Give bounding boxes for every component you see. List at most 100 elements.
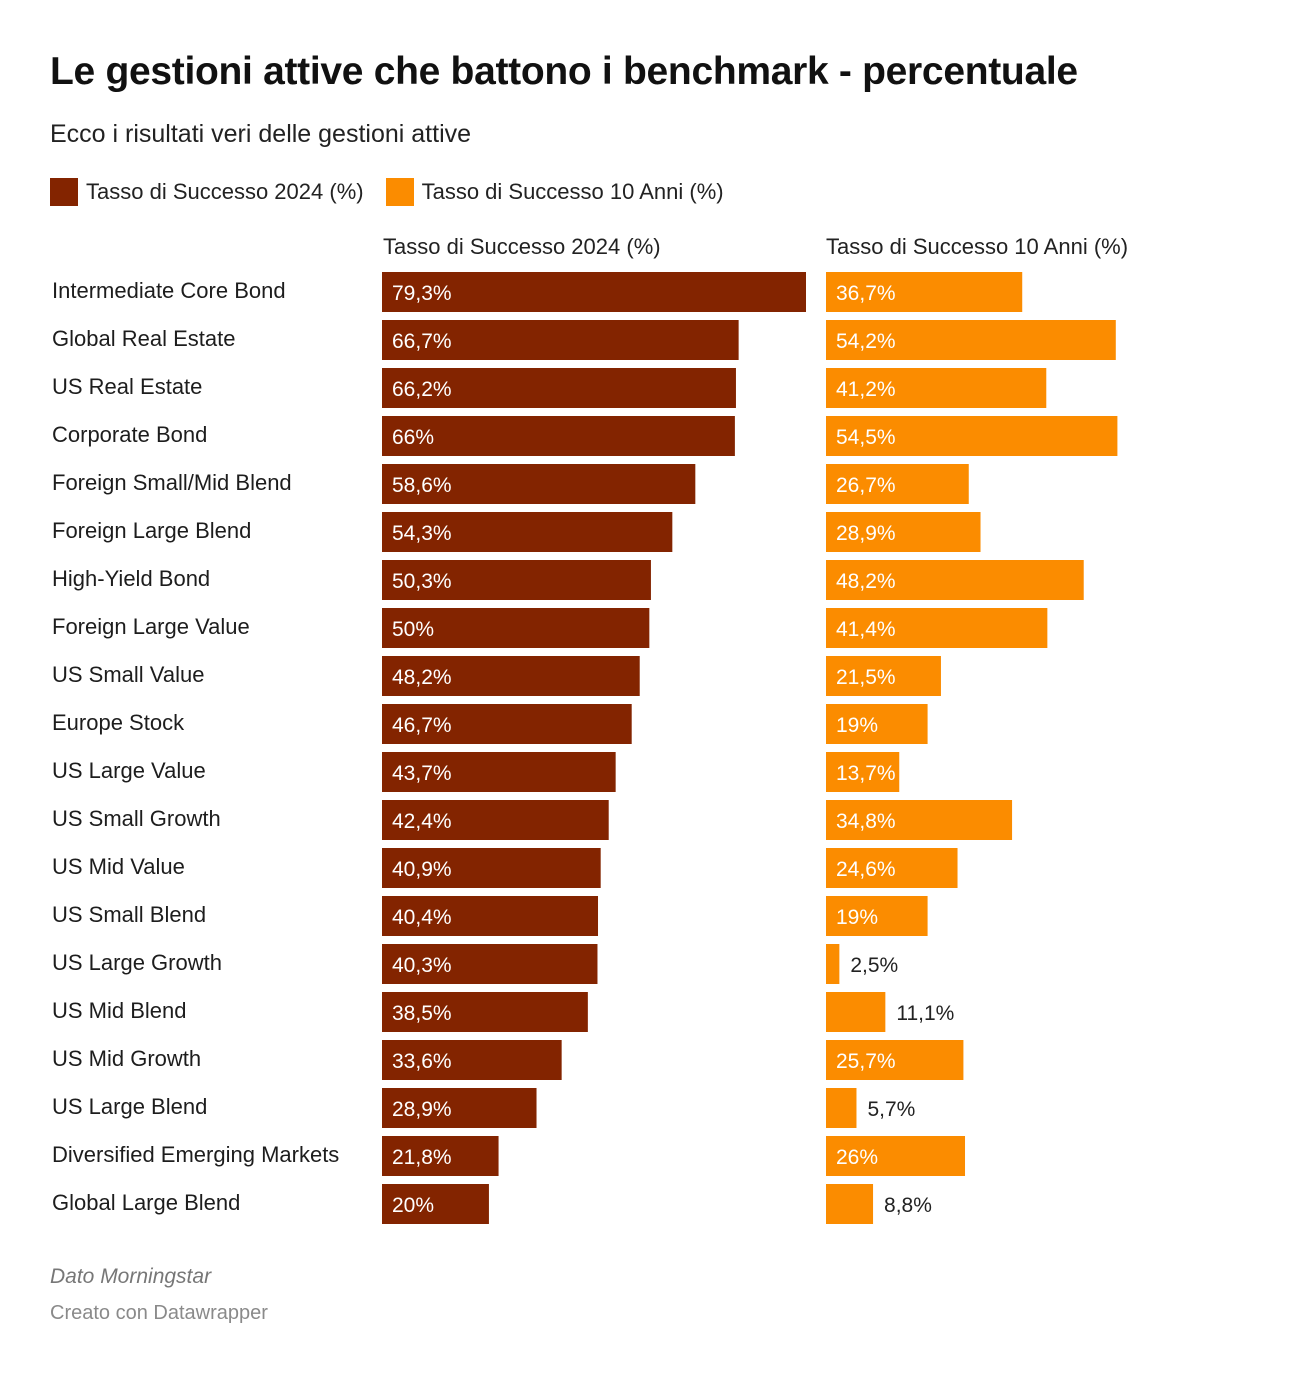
data-label-10y: 48,2%: [836, 570, 896, 593]
data-label-2024: 66%: [392, 426, 434, 449]
category-label: US Small Blend: [52, 902, 206, 927]
category-label: US Real Estate: [52, 374, 202, 399]
data-label-2024: 54,3%: [392, 522, 452, 545]
data-label-2024: 38,5%: [392, 1002, 452, 1025]
legend-label-2024: Tasso di Successo 2024 (%): [86, 179, 364, 204]
bar-10y: [826, 560, 1084, 600]
chart-subtitle: Ecco i risultati veri delle gestioni att…: [50, 120, 472, 148]
bar-10y: [826, 944, 840, 984]
bar-2024: [382, 848, 601, 888]
category-label: Corporate Bond: [52, 422, 207, 447]
bar-10y: [826, 1184, 874, 1224]
bar-10y: [826, 416, 1118, 456]
bar-2024: [382, 272, 806, 312]
bar-2024: [382, 608, 650, 648]
bar-2024: [382, 752, 616, 792]
category-label: Intermediate Core Bond: [52, 278, 286, 303]
bar-10y: [826, 1136, 966, 1176]
bar-10y: [826, 800, 1013, 840]
bar-2024: [382, 944, 598, 984]
bar-10y: [826, 896, 928, 936]
bar-10y: [826, 464, 969, 504]
bar-2024: [382, 1136, 499, 1176]
bar-10y: [826, 320, 1116, 360]
category-label: High-Yield Bond: [52, 566, 210, 591]
data-label-2024: 50,3%: [392, 570, 452, 593]
bar-10y: [826, 608, 1048, 648]
bar-10y: [826, 656, 941, 696]
data-label-10y: 25,7%: [836, 1050, 896, 1073]
bar-10y: [826, 1040, 964, 1080]
category-label: US Large Value: [52, 758, 206, 783]
data-label-10y: 41,2%: [836, 378, 896, 401]
data-label-10y: 2,5%: [850, 954, 898, 977]
data-label-10y: 54,2%: [836, 330, 896, 353]
data-label-2024: 40,4%: [392, 906, 452, 929]
data-label-10y: 28,9%: [836, 522, 896, 545]
data-label-10y: 19%: [836, 906, 878, 929]
data-label-2024: 66,7%: [392, 330, 452, 353]
bar-2024: [382, 656, 640, 696]
column-header-2024: Tasso di Successo 2024 (%): [383, 234, 661, 259]
category-label: Foreign Large Value: [52, 614, 250, 639]
data-label-10y: 26%: [836, 1146, 878, 1169]
category-label: Europe Stock: [52, 710, 185, 735]
bar-2024: [382, 320, 739, 360]
legend-item-10y: Tasso di Successo 10 Anni (%): [385, 178, 724, 206]
data-label-2024: 79,3%: [392, 282, 452, 305]
category-label: Diversified Emerging Markets: [52, 1142, 339, 1167]
data-label-10y: 5,7%: [867, 1098, 915, 1121]
legend-swatch-2024: [50, 178, 78, 206]
legend: Tasso di Successo 2024 (%) Tasso di Succ…: [50, 176, 746, 208]
bar-2024: [382, 1040, 562, 1080]
category-label: Foreign Large Blend: [52, 518, 251, 543]
category-label: US Small Growth: [52, 806, 221, 831]
category-label: US Large Blend: [52, 1094, 207, 1119]
bar-2024: [382, 416, 735, 456]
category-label: Global Large Blend: [52, 1190, 240, 1215]
category-label: Global Real Estate: [52, 326, 235, 351]
bar-2024: [382, 512, 673, 552]
data-label-2024: 21,8%: [392, 1146, 452, 1169]
data-label-10y: 34,8%: [836, 810, 896, 833]
legend-item-2024: Tasso di Successo 2024 (%): [50, 178, 364, 206]
bar-2024: [382, 1184, 489, 1224]
bar-2024: [382, 464, 696, 504]
category-label: Foreign Small/Mid Blend: [52, 470, 292, 495]
column-header-10y: Tasso di Successo 10 Anni (%): [826, 234, 1129, 259]
category-label: US Mid Growth: [52, 1046, 201, 1071]
data-label-2024: 42,4%: [392, 810, 452, 833]
data-label-2024: 50%: [392, 618, 434, 641]
data-label-2024: 40,3%: [392, 954, 452, 977]
bar-10y: [826, 752, 900, 792]
bar-10y: [826, 512, 981, 552]
data-label-10y: 11,1%: [896, 1002, 954, 1025]
source-note: Dato Morningstar: [50, 1265, 212, 1288]
data-label-2024: 40,9%: [392, 858, 452, 881]
bar-10y: [826, 272, 1023, 312]
data-label-10y: 19%: [836, 714, 878, 737]
credit-note: Creato con Datawrapper: [50, 1302, 268, 1324]
bar-10y: [826, 1088, 857, 1128]
data-label-10y: 36,7%: [836, 282, 896, 305]
data-label-10y: 54,5%: [836, 426, 896, 449]
bar-2024: [382, 896, 599, 936]
bar-2024: [382, 1088, 537, 1128]
category-label: US Large Growth: [52, 950, 222, 975]
data-label-10y: 8,8%: [884, 1194, 932, 1217]
bar-2024: [382, 560, 651, 600]
data-label-10y: 24,6%: [836, 858, 896, 881]
category-label: US Small Value: [52, 662, 204, 687]
data-label-10y: 41,4%: [836, 618, 896, 641]
bar-10y: [826, 368, 1047, 408]
bar-10y: [826, 992, 886, 1032]
data-label-10y: 13,7%: [836, 762, 896, 785]
bar-10y: [826, 704, 928, 744]
data-label-10y: 26,7%: [836, 474, 896, 497]
category-label: US Mid Blend: [52, 998, 187, 1023]
data-label-10y: 21,5%: [836, 666, 896, 689]
bar-2024: [382, 368, 736, 408]
data-label-2024: 33,6%: [392, 1050, 452, 1073]
data-label-2024: 66,2%: [392, 378, 452, 401]
